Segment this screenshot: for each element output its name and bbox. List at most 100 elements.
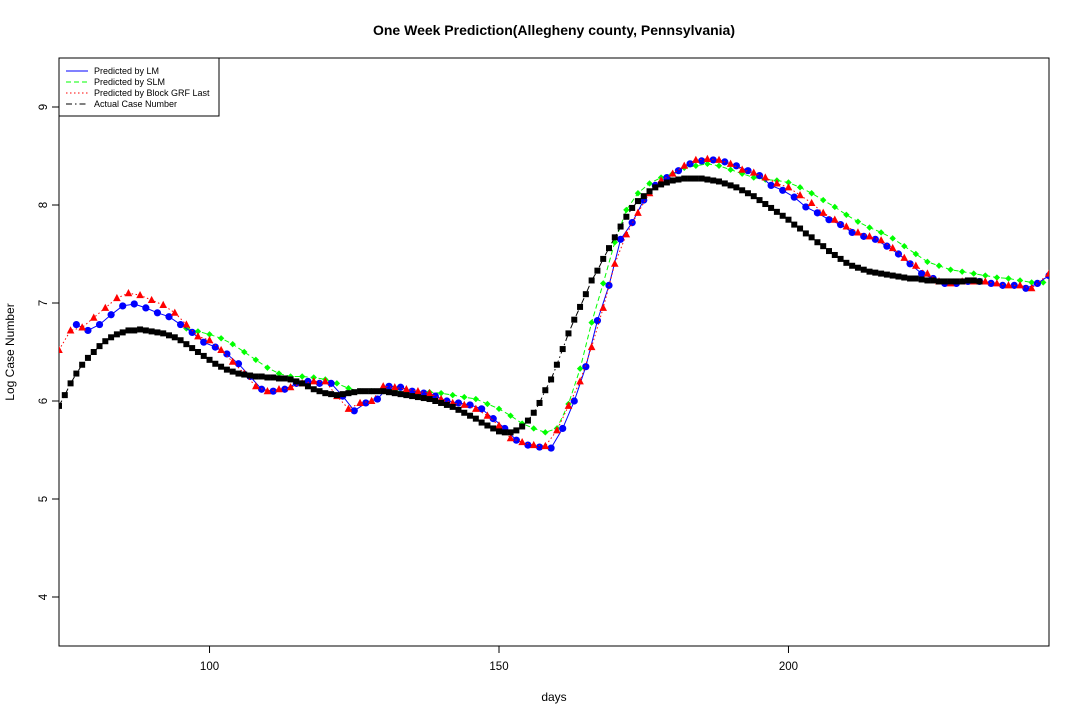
data-point — [276, 375, 282, 382]
series-predicted-by-block-grf-last — [59, 154, 1049, 450]
data-point — [576, 365, 584, 372]
data-point — [205, 336, 214, 344]
data-point — [623, 213, 630, 220]
data-point — [391, 390, 398, 397]
data-point — [784, 183, 793, 191]
data-point — [709, 156, 717, 164]
data-point — [414, 394, 421, 401]
data-point — [350, 407, 358, 415]
data-point — [247, 372, 254, 379]
data-point — [414, 387, 422, 395]
data-point — [588, 277, 595, 284]
data-point — [703, 154, 712, 162]
data-point — [304, 377, 312, 385]
data-point — [640, 193, 647, 200]
data-point — [866, 268, 873, 275]
data-point — [217, 345, 225, 354]
data-point — [171, 334, 178, 341]
data-point — [188, 328, 196, 336]
data-point — [582, 291, 589, 298]
data-point — [912, 261, 920, 269]
data-point — [1016, 281, 1024, 289]
data-point — [298, 373, 306, 380]
data-point — [594, 267, 601, 274]
data-point — [959, 278, 966, 285]
data-point — [658, 181, 665, 188]
data-point — [825, 216, 833, 224]
data-point — [732, 162, 740, 170]
data-point — [200, 338, 208, 346]
data-point — [345, 385, 352, 392]
data-point — [912, 250, 920, 258]
data-point — [993, 279, 1001, 287]
data-point — [467, 412, 474, 419]
series-predicted-by-lm — [72, 156, 1049, 452]
data-point — [357, 388, 364, 395]
data-point — [646, 188, 653, 195]
data-point — [131, 327, 138, 334]
data-point — [426, 396, 433, 403]
data-point — [281, 375, 288, 382]
data-point — [166, 332, 172, 339]
data-point — [947, 266, 954, 273]
series-layer — [59, 154, 1049, 452]
data-point — [506, 434, 515, 442]
data-point — [322, 390, 329, 397]
data-point — [59, 345, 63, 354]
data-point — [808, 190, 815, 197]
data-point — [293, 378, 300, 385]
data-point — [710, 177, 717, 184]
data-point — [542, 387, 549, 394]
data-point — [212, 360, 219, 367]
data-point — [72, 320, 80, 329]
data-point — [449, 391, 456, 399]
data-point — [235, 370, 242, 377]
y-axis-label: Log Case Number — [3, 303, 17, 400]
data-point — [529, 440, 538, 449]
x-axis: 100 150 200 — [200, 646, 798, 673]
data-point — [176, 320, 185, 329]
data-point — [692, 162, 700, 169]
data-point — [461, 393, 468, 401]
series-line — [59, 178, 980, 433]
data-point — [704, 160, 711, 168]
data-point — [564, 401, 573, 409]
data-point — [819, 208, 828, 216]
data-point — [483, 411, 492, 419]
data-point — [553, 361, 560, 368]
data-point — [790, 193, 798, 201]
data-point — [692, 175, 699, 182]
data-point — [495, 405, 503, 413]
data-point — [310, 386, 317, 393]
data-point — [402, 385, 411, 393]
data-point — [675, 176, 682, 183]
data-point — [286, 383, 295, 391]
data-point — [136, 290, 144, 299]
data-point — [970, 270, 977, 277]
data-point — [924, 258, 931, 266]
data-point — [478, 419, 485, 426]
data-point — [600, 255, 607, 262]
data-point — [842, 222, 851, 230]
data-point — [125, 327, 132, 334]
data-point — [935, 262, 943, 269]
y-axis: 4 5 6 7 8 9 — [38, 104, 59, 600]
data-point — [396, 383, 405, 391]
data-point — [762, 201, 769, 208]
data-point — [663, 179, 670, 186]
data-point — [78, 323, 86, 331]
data-point — [374, 388, 381, 395]
data-point — [536, 399, 543, 406]
data-point — [449, 403, 456, 410]
data-point — [547, 444, 555, 452]
legend-label: Predicted by LM — [94, 66, 159, 76]
data-point — [830, 215, 839, 223]
legend-label: Predicted by Block GRF Last — [94, 88, 210, 98]
data-point — [727, 182, 734, 189]
data-point — [721, 180, 728, 187]
data-point — [380, 388, 387, 395]
data-point — [113, 293, 121, 302]
data-point — [89, 313, 98, 321]
